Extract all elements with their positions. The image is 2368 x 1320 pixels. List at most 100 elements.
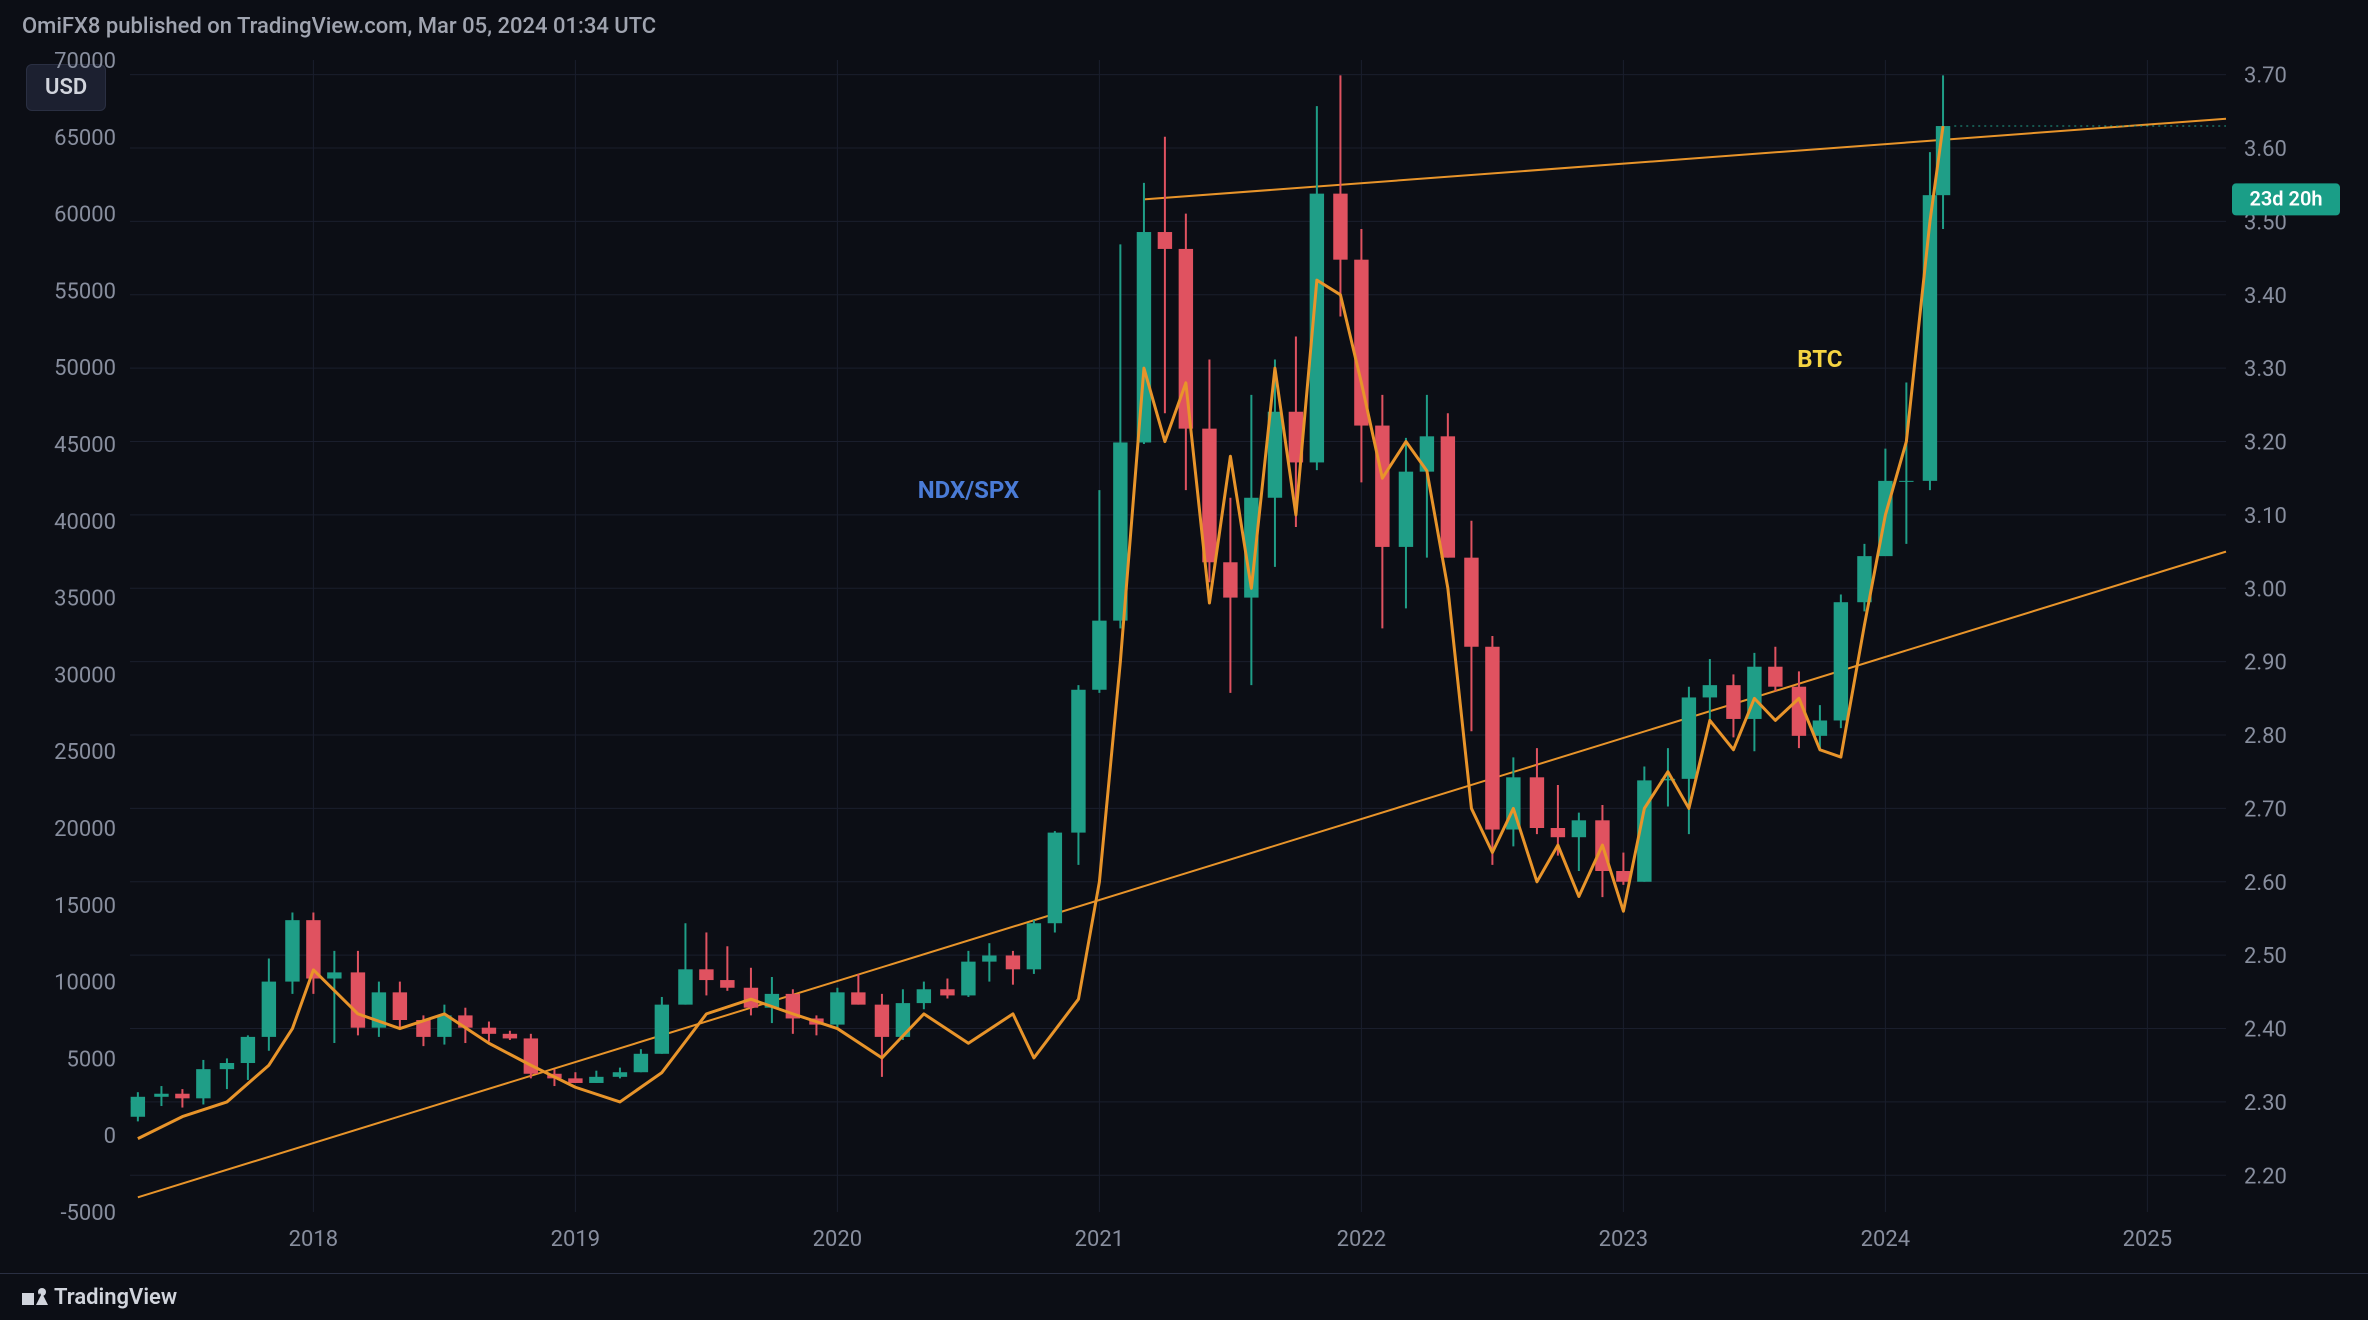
trend-line[interactable]	[138, 552, 2226, 1198]
x-tick-label: 2022	[1337, 1227, 1386, 1252]
candle-body[interactable]	[830, 992, 844, 1024]
candle-body[interactable]	[1006, 955, 1020, 969]
x-tick-label: 2020	[813, 1227, 862, 1252]
candle-body[interactable]	[1048, 833, 1062, 924]
candle-body[interactable]	[655, 1005, 669, 1054]
footer: TradingView	[0, 1273, 2368, 1320]
tradingview-logo: TradingView	[22, 1285, 177, 1310]
candle-body[interactable]	[1092, 621, 1106, 690]
price-chart[interactable]: 7000065000600005500050000450004000035000…	[0, 0, 2368, 1320]
y-left-tick-label: 55000	[54, 279, 116, 304]
y-left-tick-label: 30000	[54, 663, 116, 688]
candle-body[interactable]	[982, 955, 996, 961]
candle-body[interactable]	[482, 1028, 496, 1034]
candle-body[interactable]	[1027, 923, 1041, 969]
y-left-tick-label: 5000	[67, 1047, 116, 1072]
candle-body[interactable]	[285, 920, 299, 981]
brand-label: TradingView	[54, 1285, 177, 1310]
candle-body[interactable]	[351, 972, 365, 1027]
candle-body[interactable]	[1375, 426, 1389, 547]
y-left-tick-label: 70000	[54, 49, 116, 74]
y-left-tick-label: 25000	[54, 740, 116, 765]
y-left-tick-label: 65000	[54, 126, 116, 151]
chart-annotation: BTC	[1797, 345, 1842, 373]
trend-line[interactable]	[1144, 119, 2226, 200]
candle-body[interactable]	[1703, 685, 1717, 697]
y-right-tick-label: 2.20	[2244, 1164, 2287, 1189]
candle-body[interactable]	[589, 1077, 603, 1083]
overlay-line[interactable]	[138, 126, 1943, 1139]
candle-body[interactable]	[1333, 194, 1347, 260]
x-tick-label: 2021	[1075, 1227, 1124, 1252]
y-right-tick-label: 2.80	[2244, 724, 2287, 749]
candle-body[interactable]	[1464, 558, 1478, 647]
candle-body[interactable]	[961, 962, 975, 996]
y-right-tick-label: 3.70	[2244, 64, 2287, 89]
candle-body[interactable]	[1899, 481, 1913, 482]
candle-body[interactable]	[131, 1097, 145, 1117]
candle-body[interactable]	[1485, 647, 1499, 830]
candle-body[interactable]	[613, 1072, 627, 1077]
candle-body[interactable]	[175, 1094, 189, 1099]
candle-body[interactable]	[220, 1063, 234, 1069]
candle-body[interactable]	[1682, 697, 1696, 778]
candle-body[interactable]	[678, 969, 692, 1004]
y-right-tick-label: 2.70	[2244, 797, 2287, 822]
candle-body[interactable]	[262, 982, 276, 1037]
candle-body[interactable]	[1530, 777, 1544, 828]
candle-body[interactable]	[1834, 602, 1848, 720]
y-right-tick-label: 3.00	[2244, 577, 2287, 602]
candle-body[interactable]	[1137, 232, 1151, 442]
y-right-tick-label: 3.60	[2244, 137, 2287, 162]
y-left-tick-label: -5000	[60, 1201, 116, 1226]
candle-body[interactable]	[241, 1037, 255, 1063]
y-right-tick-label: 2.90	[2244, 651, 2287, 676]
y-left-tick-label: 15000	[54, 894, 116, 919]
candle-body[interactable]	[1572, 820, 1586, 837]
y-left-tick-label: 35000	[54, 587, 116, 612]
candle-body[interactable]	[720, 980, 734, 988]
candle-body[interactable]	[1158, 232, 1172, 249]
y-left-tick-label: 0	[104, 1124, 116, 1149]
y-right-tick-label: 2.40	[2244, 1018, 2287, 1043]
candle-body[interactable]	[1399, 472, 1413, 547]
chart-annotation: NDX/SPX	[918, 476, 1019, 504]
candle-body[interactable]	[940, 989, 954, 995]
candle-body[interactable]	[1923, 195, 1937, 481]
y-left-tick-label: 20000	[54, 817, 116, 842]
candle-body[interactable]	[568, 1078, 582, 1083]
y-right-tick-label: 2.50	[2244, 944, 2287, 969]
candle-body[interactable]	[1726, 685, 1740, 719]
candle-body[interactable]	[851, 992, 865, 1004]
x-tick-label: 2018	[289, 1227, 338, 1252]
y-right-tick-label: 3.40	[2244, 284, 2287, 309]
candle-body[interactable]	[1768, 667, 1782, 687]
candle-body[interactable]	[503, 1034, 517, 1039]
candle-body[interactable]	[1179, 249, 1193, 429]
candle-body[interactable]	[154, 1094, 168, 1097]
y-right-tick-label: 2.60	[2244, 871, 2287, 896]
candle-body[interactable]	[634, 1054, 648, 1072]
candle-body[interactable]	[1441, 436, 1455, 557]
candle-body[interactable]	[1551, 828, 1565, 837]
y-right-tick-label: 3.20	[2244, 431, 2287, 456]
candle-body[interactable]	[875, 1005, 889, 1037]
y-left-tick-label: 45000	[54, 433, 116, 458]
candle-body[interactable]	[1071, 690, 1085, 833]
countdown-badge-text: 23d 20h	[2249, 186, 2322, 210]
candle-body[interactable]	[699, 969, 713, 980]
candle-body[interactable]	[393, 992, 407, 1020]
y-right-tick-label: 2.30	[2244, 1091, 2287, 1116]
y-left-tick-label: 50000	[54, 356, 116, 381]
x-tick-label: 2019	[551, 1227, 600, 1252]
candle-body[interactable]	[196, 1069, 210, 1098]
x-tick-label: 2023	[1599, 1227, 1648, 1252]
candle-body[interactable]	[917, 989, 931, 1003]
candle-body[interactable]	[1223, 562, 1237, 597]
y-left-tick-label: 40000	[54, 510, 116, 535]
x-tick-label: 2025	[2123, 1227, 2172, 1252]
y-right-tick-label: 3.10	[2244, 504, 2287, 529]
candle-body[interactable]	[327, 972, 341, 978]
x-tick-label: 2024	[1861, 1227, 1910, 1252]
y-right-tick-label: 3.30	[2244, 357, 2287, 382]
